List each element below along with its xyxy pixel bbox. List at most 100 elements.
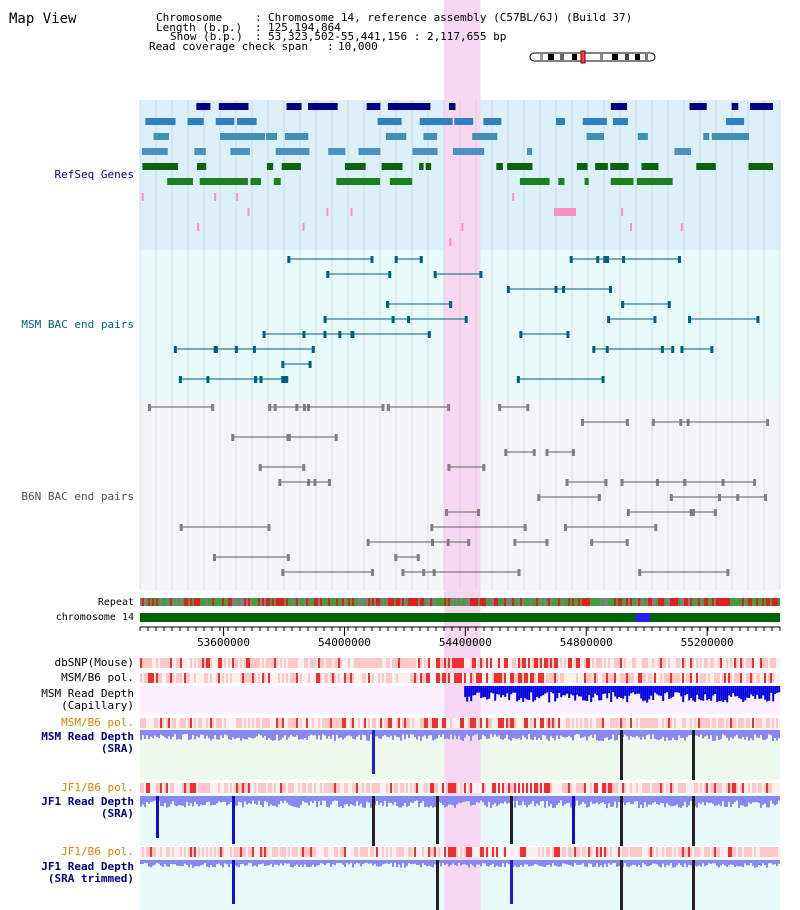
jf1-sra-depth-bar [712, 796, 714, 804]
msm-b6-pol2-mark [500, 718, 502, 728]
track-label-msm-b6-pol-2[interactable]: MSM/B6 pol. [61, 716, 134, 729]
track-label-b6n-bac[interactable]: B6N BAC end pairs [21, 490, 134, 503]
msm-cap-depth-bar [718, 686, 721, 701]
msm-b6-pol2-mark [552, 718, 554, 728]
jf1-sra-depth-bar [654, 796, 656, 802]
track-label-dbsnp[interactable]: dbSNP(Mouse) [54, 656, 134, 669]
jf1-b6-pol-mark [572, 783, 574, 793]
b6n-bac-end [447, 464, 451, 471]
track-label-msm-depth-sra[interactable]: MSM Read Depth [41, 730, 134, 743]
msm-sra-depth-bar [252, 730, 254, 739]
msm-sra-depth-bar [726, 730, 728, 738]
jf1-trim-depth-bar [178, 860, 180, 866]
track-label-msm-depth-cap[interactable]: MSM Read Depth [41, 687, 134, 700]
msm-sra-depth-bar [732, 730, 734, 739]
jf1-sra-depth-bar [578, 796, 580, 806]
msm-sra-depth-bar [530, 730, 532, 740]
jf1-b6-pol2-mark [742, 847, 744, 857]
msm-b6-pol-mark [340, 673, 342, 683]
track-label-msm-b6-pol[interactable]: MSM/B6 pol. [61, 671, 134, 684]
refseq-gene-pink [680, 223, 683, 231]
repeat-mark [402, 598, 404, 606]
msm-b6-pol-mark [652, 673, 654, 683]
msm-cap-depth-bar [704, 686, 707, 695]
track-label-chromosome[interactable]: chromosome 14 [55, 612, 134, 623]
refseq-gene [385, 133, 407, 140]
jf1-b6-pol-mark [732, 783, 734, 793]
jf1-trim-depth-bar [368, 860, 370, 864]
dbsnp-mark [222, 658, 224, 668]
msm-sra-depth-bar [652, 730, 654, 735]
msm-cap-depth-bar [528, 686, 531, 701]
jf1-trim-depth-bar [466, 860, 468, 866]
repeat-mark [734, 598, 736, 606]
dbsnp-mark [762, 658, 764, 668]
dbsnp-mark [494, 658, 496, 668]
jf1-sra-depth-bar [640, 796, 642, 805]
track-label-jf1-depth-sra[interactable]: JF1 Read Depth [41, 795, 134, 808]
msm-sra-depth-bar [254, 730, 256, 738]
jf1-trim-depth-bar [448, 860, 450, 867]
repeat-mark [332, 598, 334, 606]
jf1-sra-depth-bar [306, 796, 308, 803]
track-label-repeat[interactable]: Repeat [97, 597, 134, 608]
msm-b6-pol-mark [478, 673, 480, 683]
jf1-b6-pol2-mark [512, 847, 514, 857]
msm-cap-depth-bar [572, 686, 575, 696]
jf1-sra-depth-bar [282, 796, 284, 804]
msm-sra-depth-bar [382, 730, 384, 737]
refseq-gene-pink [554, 208, 576, 216]
msm-sra-depth-bar [402, 730, 404, 735]
repeat-mark [464, 598, 466, 606]
jf1-trim-depth-bar [746, 860, 748, 866]
msm-cap-depth-bar [710, 686, 713, 701]
jf1-trim-depth-bar [664, 860, 666, 868]
msm-cap-depth-bar [524, 686, 527, 699]
jf1-sra-depth-bar [210, 796, 212, 806]
msm-b6-pol2-mark [172, 718, 174, 728]
jf1-trim-depth-bar [524, 860, 526, 865]
msm-b6-pol2-mark [616, 718, 618, 728]
msm-cap-depth-bar [484, 686, 487, 698]
msm-sra-depth-bar [736, 730, 738, 735]
dbsnp-mark [474, 658, 476, 668]
repeat-mark [200, 598, 202, 606]
jf1-sra-depth-bar [598, 796, 600, 805]
msm-b6-pol2-mark [452, 718, 454, 728]
msm-cap-depth-bar [598, 686, 601, 701]
repeat-mark [660, 598, 662, 606]
msm-b6-pol-mark [744, 673, 746, 683]
jf1-b6-pol-mark [206, 783, 208, 793]
jf1-b6-pol2-mark [154, 847, 156, 857]
dbsnp-mark [776, 658, 778, 668]
msm-sra-depth-bar [490, 730, 492, 735]
axis-tick-label: 54000000 [318, 636, 371, 649]
jf1-sra-depth-bar [580, 796, 582, 805]
jf1-trim-depth-bar [656, 860, 658, 865]
jf1-trim-depth-bar [488, 860, 490, 867]
track-label-jf1-depth-trim[interactable]: JF1 Read Depth [41, 860, 134, 873]
track-label-msm-bac[interactable]: MSM BAC end pairs [21, 318, 134, 331]
dbsnp-mark [724, 658, 726, 668]
msm-sra-depth-bar [418, 730, 420, 737]
jf1-b6-pol2-mark [694, 847, 696, 857]
track-label-jf1-b6-pol[interactable]: JF1/B6 pol. [61, 781, 134, 794]
msm-b6-pol-mark [346, 673, 348, 683]
dbsnp-mark [772, 658, 774, 668]
jf1-b6-pol2-mark [340, 847, 342, 857]
jf1-trim-depth-bar [578, 860, 580, 865]
jf1-b6-pol-mark [238, 783, 240, 793]
dbsnp-mark [560, 658, 562, 668]
jf1-sra-depth-bar [180, 796, 182, 806]
track-label-jf1-b6-pol-2[interactable]: JF1/B6 pol. [61, 845, 134, 858]
track-label-refseq[interactable]: RefSeq Genes [54, 168, 134, 181]
msm-b6-pol2-mark [210, 718, 212, 728]
msm-b6-pol2-mark [568, 718, 570, 728]
jf1-trim-depth-bar [630, 860, 632, 866]
jf1-trim-depth-bar [430, 860, 432, 867]
jf1-sra-depth-bar [752, 796, 754, 803]
repeat-mark [460, 598, 462, 606]
msm-b6-pol-mark [170, 673, 172, 683]
jf1-sra-depth-bar [760, 796, 762, 808]
jf1-b6-pol2-mark [298, 847, 300, 857]
